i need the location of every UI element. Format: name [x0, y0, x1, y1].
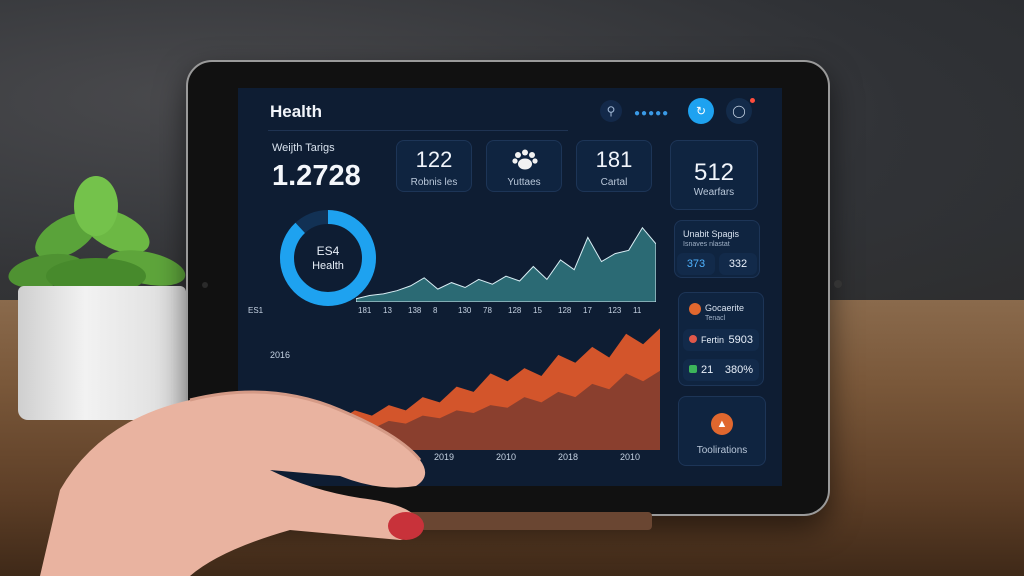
stat-3-label: Cartal	[600, 177, 628, 188]
notification-badge	[750, 98, 755, 103]
alert-icon: ▲	[711, 413, 733, 435]
hand-foreground	[40, 390, 426, 576]
donut-label: Health	[312, 260, 344, 272]
stat-card-2[interactable]: Yuttaes	[486, 140, 562, 192]
top-chart-x-tick: 15	[533, 306, 542, 315]
health-donut-arc	[280, 210, 376, 306]
plant-leaves	[8, 176, 186, 294]
bottom-chart-x-tick: 2010	[620, 452, 641, 462]
top-chart-x-tick: 8	[433, 306, 438, 315]
section2-row1-value: 5903	[728, 334, 753, 346]
red-dot-icon	[689, 335, 697, 343]
section2-title: Gocaerite	[705, 303, 745, 313]
sync-button[interactable]: ↻	[688, 98, 714, 124]
section1-title: Unabit Spagis	[683, 229, 740, 239]
top-area-chart	[356, 226, 656, 302]
bell-icon: ◯	[732, 104, 746, 118]
stat-1-value: 122	[415, 147, 453, 172]
bottom-chart-series-label: 2016	[270, 350, 291, 360]
section1-value-b: 332	[719, 253, 757, 275]
side-stat-card[interactable]: 512 Wearfars	[670, 140, 758, 210]
sidebar-section-3[interactable]: ▲ Toolirations	[678, 396, 766, 466]
section2-row2-value: 380%	[724, 364, 753, 376]
top-chart-x-tick: 17	[583, 306, 592, 315]
section2-sub: Tenacl	[705, 315, 726, 322]
bottom-chart-x-tick: 2018	[558, 452, 579, 462]
section2-row2[interactable]: 21 380%	[683, 359, 759, 381]
fingernail	[388, 512, 424, 540]
header-divider	[268, 130, 568, 131]
top-chart-axis-left: ES1	[248, 306, 264, 315]
search-icon: ⚲	[606, 104, 616, 118]
stat-2-label: Yuttaes	[507, 177, 541, 188]
top-chart-x-tick: 78	[483, 306, 492, 315]
top-chart-x-tick: 128	[508, 306, 522, 315]
top-chart-x-tick: 138	[408, 306, 422, 315]
tablet-camera	[834, 280, 842, 288]
sidebar-section-1[interactable]: Unabit Spagis Isnaves nlastat 373 332	[674, 220, 760, 278]
bottom-chart-x-tick: 2019	[434, 452, 455, 462]
section2-row1-label: Fertin	[701, 335, 725, 345]
health-donut	[280, 210, 376, 306]
stat-card-1[interactable]: 122 Robnis les	[396, 140, 472, 192]
hero-value: 1.2728	[272, 160, 361, 192]
top-chart-x-tick: 128	[558, 306, 572, 315]
tablet-sensor	[202, 282, 208, 288]
top-chart-x-tick: 11	[633, 306, 642, 315]
tablet-stand	[408, 512, 652, 530]
top-chart-x-tick: 123	[608, 306, 622, 315]
refresh-icon: ↻	[695, 104, 707, 118]
search-button[interactable]: ⚲	[600, 100, 622, 122]
plant-pot	[18, 286, 186, 420]
section1-value-a: 373	[677, 253, 715, 275]
bottom-chart-series-2	[338, 370, 660, 450]
section2-row2-label: 21	[701, 364, 714, 376]
shield-icon	[689, 365, 697, 373]
page-title: Health	[270, 102, 322, 121]
section2-row1[interactable]: Fertin 5903	[683, 329, 759, 351]
top-chart-x-tick: 130	[458, 306, 472, 315]
top-chart-x-tick: 181	[358, 306, 372, 315]
sidebar-section-2[interactable]: Gocaerite Tenacl Fertin 5903 21 380%	[678, 292, 764, 386]
section3-label: Toolirations	[696, 445, 748, 456]
stat-1-label: Robnis les	[410, 177, 458, 188]
google-color-icon	[689, 303, 701, 315]
notifications-button[interactable]: ◯	[726, 98, 752, 124]
paw-icon	[512, 149, 538, 170]
side-stat-label: Wearfars	[693, 187, 735, 198]
top-chart-area	[356, 226, 656, 302]
stat-card-3[interactable]: 181 Cartal	[576, 140, 652, 192]
side-stat-value: 512	[693, 159, 735, 186]
hero-label: Weijth Tarigs	[272, 142, 335, 154]
section1-sub: Isnaves nlastat	[683, 241, 730, 248]
donut-value: ES4	[316, 244, 340, 258]
more-dots-icon[interactable]: ●●●●●	[634, 108, 670, 119]
bottom-chart-x-tick: 2010	[496, 452, 517, 462]
bottom-area-chart	[338, 328, 660, 450]
stat-3-value: 181	[595, 147, 633, 172]
top-chart-x-tick: 13	[383, 306, 392, 315]
